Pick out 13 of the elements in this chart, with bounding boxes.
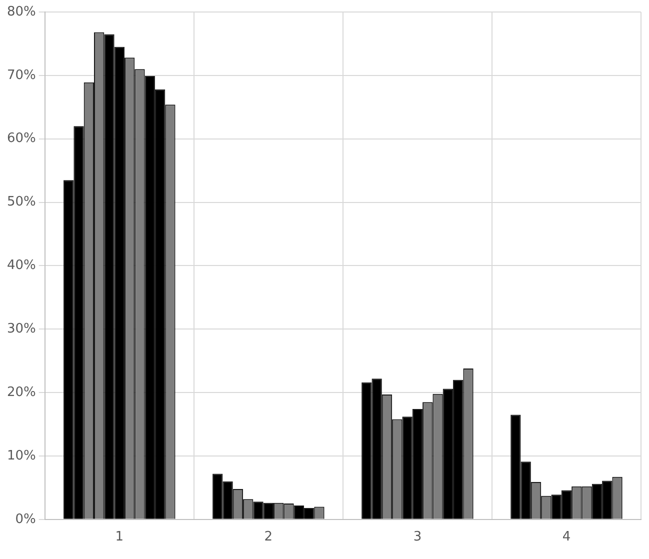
y-tick-label: 30% [6, 322, 36, 336]
x-tick-label: 3 [413, 530, 422, 545]
y-tick-label: 0% [15, 512, 36, 527]
y-tick-label: 60% [6, 131, 36, 146]
x-tick-label: 4 [562, 530, 571, 545]
y-tick-label: 70% [6, 68, 36, 83]
x-tick-label: 1 [115, 530, 124, 545]
y-tick-label: 40% [6, 258, 36, 274]
x-tick-label: 2 [264, 530, 273, 545]
y-tick-label: 50% [6, 194, 36, 210]
y-tick-label: 80% [6, 4, 36, 20]
y-tick-label: 10% [6, 448, 36, 464]
y-tick-label: 20% [6, 384, 36, 400]
